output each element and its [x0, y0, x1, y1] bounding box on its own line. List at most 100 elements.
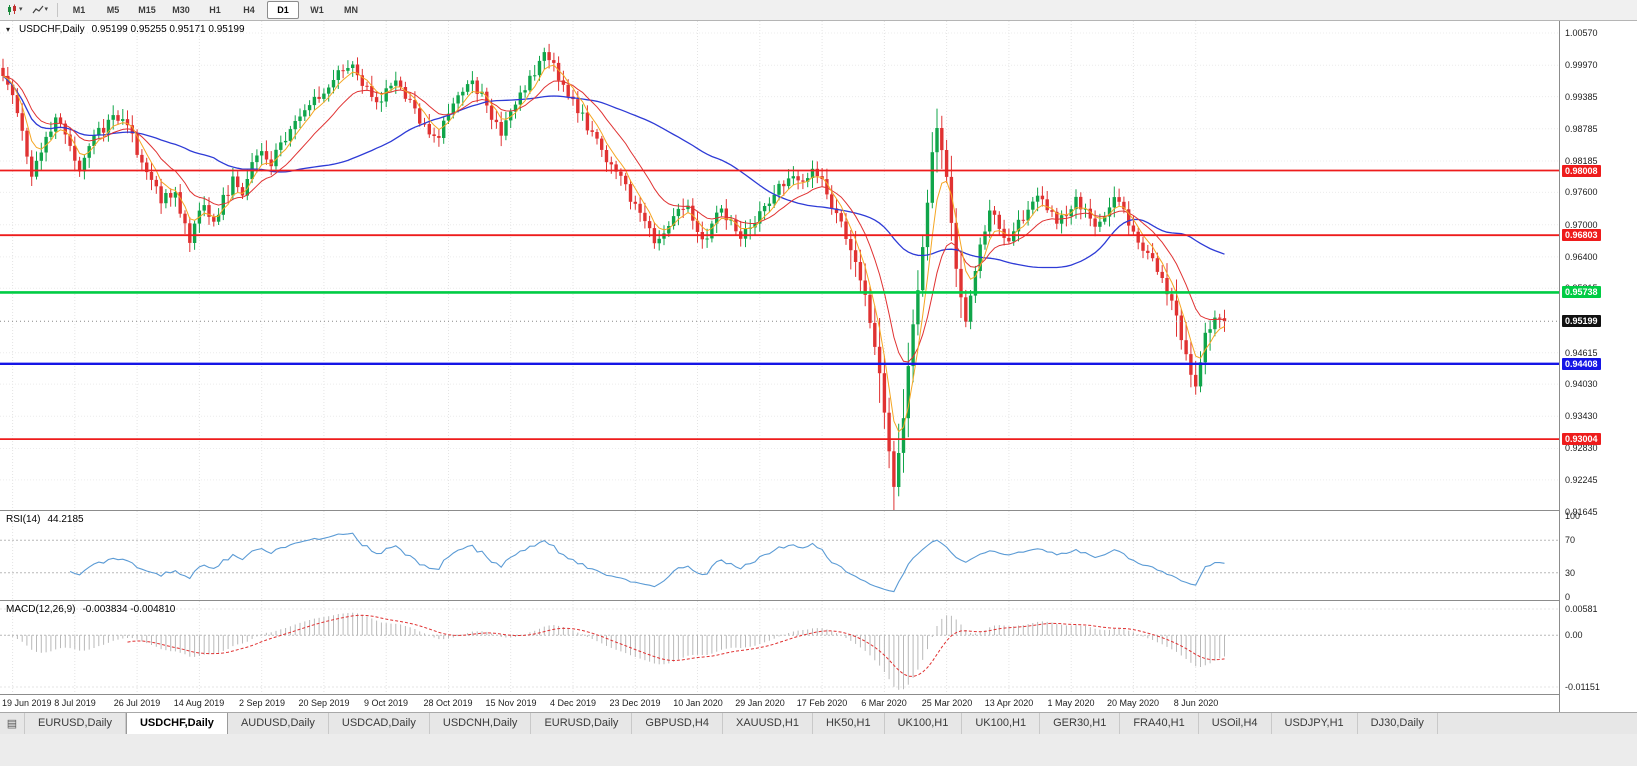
date-tick-label: 8 Jul 2019 [54, 698, 96, 708]
chart-tabs: EURUSD,Daily USDCHF,Daily AUDUSD,Daily USDC… [25, 713, 1438, 734]
toolbar-separator [57, 3, 59, 17]
rsi-value: 44.2185 [47, 514, 84, 525]
price-tick-label: 0.94030 [1565, 379, 1598, 389]
rsi-canvas[interactable] [0, 511, 1559, 600]
tab-uk100-h1[interactable]: UK100,H1 [884, 713, 963, 734]
date-tick-label: 20 May 2020 [1106, 698, 1160, 708]
tab-uk100-h1[interactable]: UK100,H1 [962, 713, 1041, 734]
price-tick-label: 0.98785 [1565, 124, 1598, 134]
rsi-panel: RSI(14) 44.2185 [0, 511, 1559, 601]
price-axis[interactable]: 1.00570 0.99970 0.99385 0.98785 0.98185 0.976… [1559, 21, 1637, 712]
price-tick-label: 0.92245 [1565, 475, 1598, 485]
timeframe-toolbar: ▾ ▾ M1 M5 M15 M30 H1 H4 D1 W1 MN [0, 0, 1637, 21]
timeframe-button-m15[interactable]: M15 [138, 5, 156, 15]
macd-values: -0.003834 -0.004810 [82, 604, 176, 615]
macd-label: MACD(12,26,9) -0.003834 -0.004810 [6, 604, 175, 615]
date-tick-label: 14 Aug 2019 [173, 698, 225, 708]
ohlc-values: 0.95199 0.95255 0.95171 0.95199 [91, 24, 245, 35]
rsi-tick-label: 70 [1565, 535, 1576, 545]
tab-list-icon[interactable]: ▤ [0, 713, 25, 734]
price-tick-label: 0.99970 [1565, 60, 1598, 70]
current-price-badge: 0.95199 [1562, 315, 1601, 327]
price-tick-label: 0.97600 [1565, 187, 1598, 197]
tab-eurusd-daily[interactable]: EURUSD,Daily [531, 713, 633, 734]
price-tick-label: 0.97000 [1565, 220, 1598, 230]
date-tick-label: 9 Oct 2019 [363, 698, 409, 708]
chart-workspace: ▾ USDCHF,Daily 0.95199 0.95255 0.95171 0… [0, 21, 1637, 712]
date-tick-label: 10 Jan 2020 [673, 698, 723, 708]
date-tick-label: 15 Nov 2019 [485, 698, 537, 708]
price-tick-label: 0.94615 [1565, 348, 1598, 358]
level-price-badge: 0.96803 [1562, 229, 1601, 241]
macd-canvas[interactable] [0, 601, 1559, 694]
macd-tick-label: 0.00581 [1565, 604, 1598, 614]
tab-usdcad-daily[interactable]: USDCAD,Daily [328, 713, 430, 734]
tab-dj30-daily[interactable]: DJ30,Daily [1357, 713, 1438, 734]
date-tick-label: 28 Oct 2019 [423, 698, 473, 708]
status-area [0, 734, 1637, 766]
candlestick-chart-icon [8, 4, 16, 15]
macd-tick-label: 0.00 [1565, 630, 1583, 640]
tab-hk50-h1[interactable]: HK50,H1 [812, 713, 885, 734]
dropdown-arrow-icon: ▾ [44, 6, 49, 13]
price-tick-label: 0.93430 [1565, 411, 1598, 421]
price-tick-label: 1.00570 [1565, 28, 1598, 38]
timeframe-button-m5[interactable]: M5 [106, 5, 120, 15]
tab-ger30-h1[interactable]: GER30,H1 [1040, 713, 1121, 734]
tab-gbpusd-h4[interactable]: GBPUSD,H4 [632, 713, 723, 734]
symbol-period-label: USDCHF,Daily [19, 24, 85, 35]
chart-ohlc-label: ▾ USDCHF,Daily 0.95199 0.95255 0.95171 0… [6, 24, 245, 35]
date-axis[interactable]: 19 Jun 2019 8 Jul 2019 26 Jul 2019 14 Aug 2… [0, 695, 1559, 712]
date-tick-label: 19 Jun 2019 [2, 698, 52, 708]
level-price-badge: 0.94408 [1562, 358, 1601, 370]
main-chart-canvas[interactable] [0, 21, 1559, 510]
macd-tick-label: -0.01151 [1565, 682, 1600, 692]
price-tick-label: 0.92830 [1565, 443, 1598, 453]
date-tick-label: 26 Jul 2019 [113, 698, 161, 708]
dropdown-arrow-icon: ▾ [19, 6, 23, 13]
rsi-tick-label: 30 [1565, 568, 1576, 578]
price-tick-label: 0.96400 [1565, 252, 1598, 262]
rsi-label: RSI(14) 44.2185 [6, 514, 84, 525]
macd-panel: MACD(12,26,9) -0.003834 -0.004810 [0, 601, 1559, 695]
timeframe-button-h4[interactable]: H4 [243, 5, 255, 15]
chart-menu-icon[interactable]: ▾ [6, 25, 11, 34]
rsi-tick-label: 0 [1565, 592, 1571, 602]
tab-usdchf-daily[interactable]: USDCHF,Daily [125, 713, 228, 734]
date-tick-label: 23 Dec 2019 [609, 698, 661, 708]
price-tick-label: 0.91645 [1565, 507, 1598, 517]
timeframe-button-m30[interactable]: M30 [172, 5, 190, 15]
timeframe-button-d1[interactable]: D1 [267, 1, 300, 19]
rsi-tick-label: 100 [1565, 511, 1581, 521]
date-tick-label: 1 May 2020 [1047, 698, 1095, 708]
tab-usoil-h4[interactable]: USOil,H4 [1198, 713, 1272, 734]
timeframe-button-w1[interactable]: W1 [310, 5, 324, 15]
timeframe-button-m1[interactable]: M1 [72, 5, 86, 15]
date-tick-label: 20 Sep 2019 [298, 698, 350, 708]
date-tick-label: 4 Dec 2019 [549, 698, 597, 708]
timeframe-button-mn[interactable]: MN [344, 5, 359, 15]
price-tick-label: 0.98185 [1565, 156, 1598, 166]
date-tick-label: 13 Apr 2020 [984, 698, 1034, 708]
tab-audusd-daily[interactable]: AUDUSD,Daily [227, 713, 329, 734]
main-chart-panel: ▾ USDCHF,Daily 0.95199 0.95255 0.95171 0… [0, 21, 1559, 511]
date-tick-label: 17 Feb 2020 [796, 698, 848, 708]
timeframe-buttons: M1 M5 M15 M30 H1 H4 D1 W1 MN [63, 1, 367, 19]
level-price-badge: 0.95738 [1562, 286, 1601, 298]
level-price-badge: 0.93004 [1562, 433, 1601, 445]
date-tick-label: 29 Jan 2020 [735, 698, 785, 708]
tab-usdjpy-h1[interactable]: USDJPY,H1 [1271, 713, 1358, 734]
chart-tabbar: ▤ EURUSD,Daily USDCHF,Daily AUDUSD,Daily US… [0, 712, 1637, 734]
chart-type-button[interactable]: ▾ [3, 2, 27, 18]
tab-xauusd-h1[interactable]: XAUUSD,H1 [722, 713, 813, 734]
tab-fra40-h1[interactable]: FRA40,H1 [1120, 713, 1199, 734]
tab-eurusd-daily[interactable]: EURUSD,Daily [25, 713, 126, 734]
tab-usdcnh-daily[interactable]: USDCNH,Daily [429, 713, 532, 734]
rsi-name: RSI(14) [6, 514, 41, 525]
zoom-chart-button[interactable]: ▾ [28, 2, 53, 18]
timeframe-button-h1[interactable]: H1 [209, 5, 221, 15]
date-tick-label: 8 Jun 2020 [1173, 698, 1219, 708]
date-tick-label: 25 Mar 2020 [921, 698, 973, 708]
level-price-badge: 0.98008 [1562, 165, 1601, 177]
date-tick-label: 2 Sep 2019 [238, 698, 286, 708]
